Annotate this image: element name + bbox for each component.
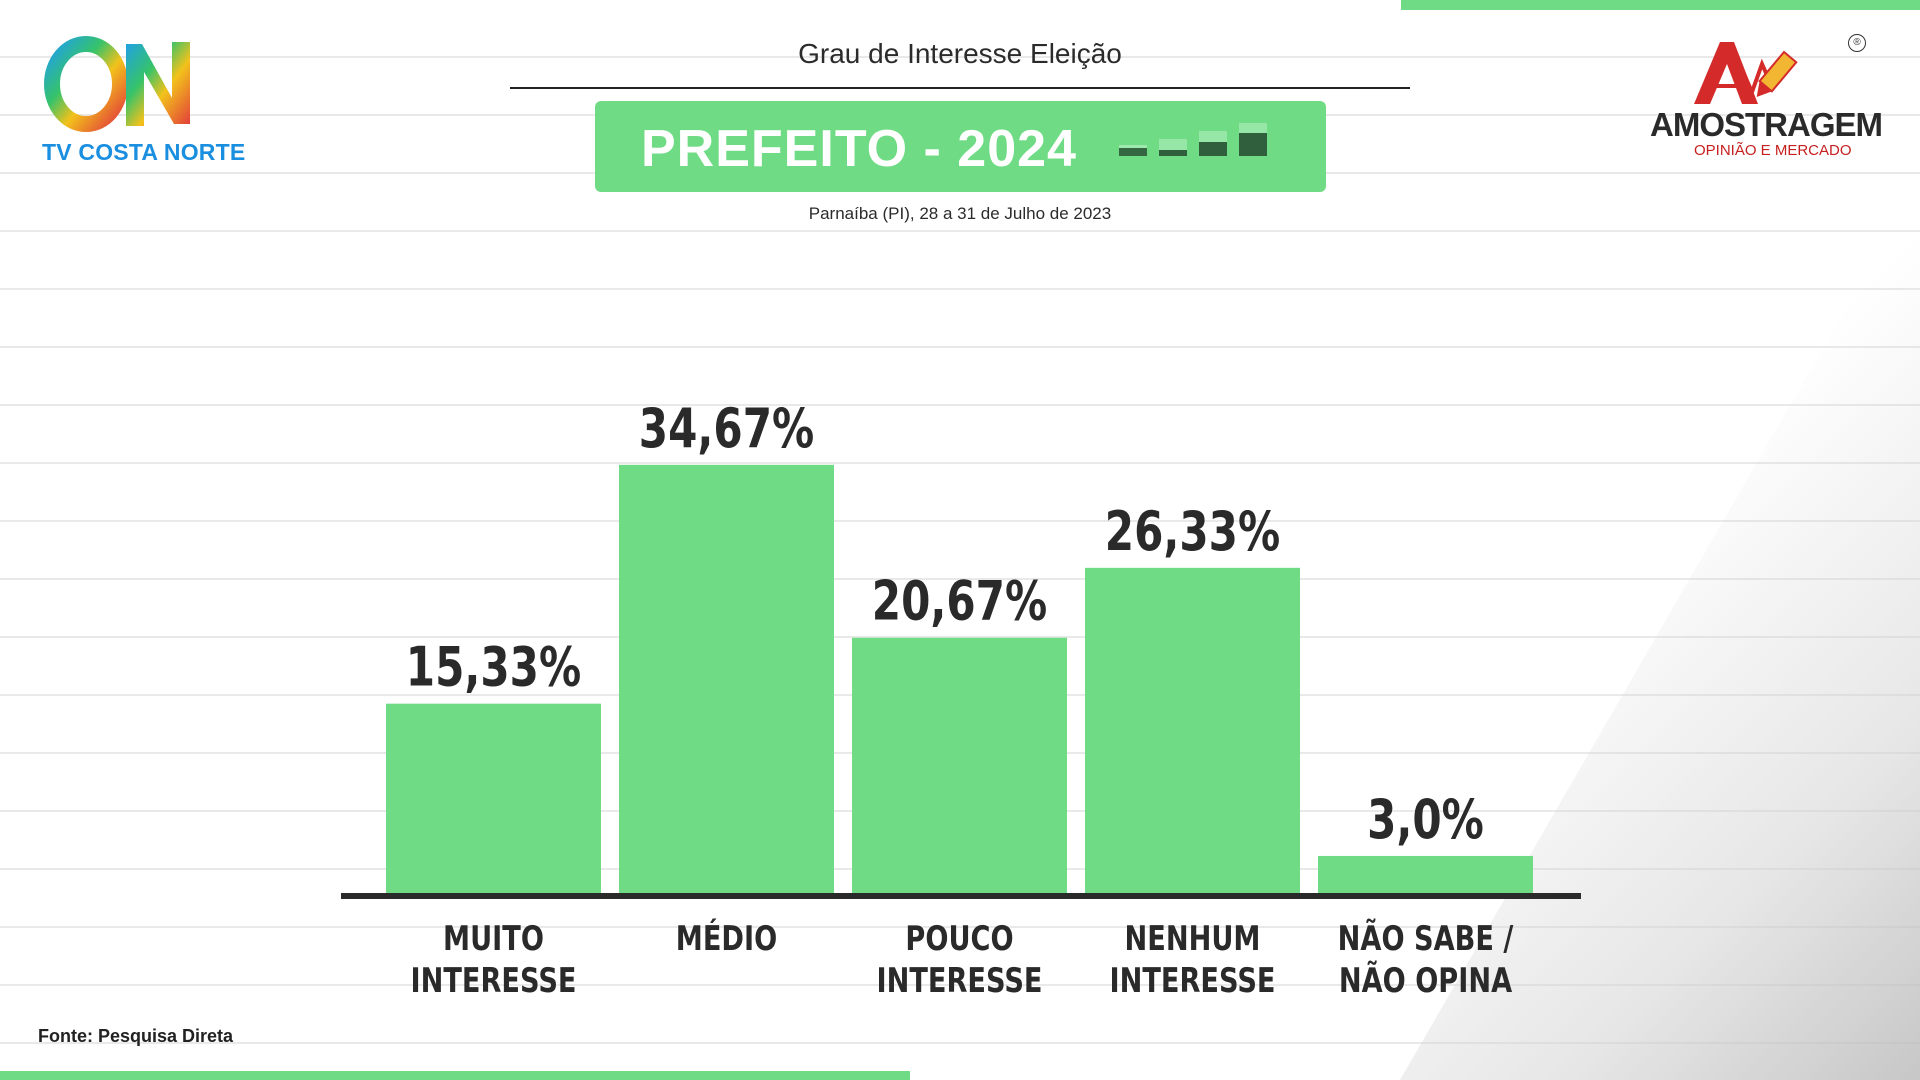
category-label-1-0: MÉDIO [676,919,777,959]
x-axis-line [341,893,1581,899]
amostragem-subtitle: OPINIÃO E MERCADO [1694,142,1852,159]
bar-4 [1318,855,1533,893]
banner: PREFEITO - 2024 [595,101,1326,192]
source-note: Fonte: Pesquisa Direta [38,1026,234,1046]
value-label-4: 3,0% [1367,789,1484,851]
bar-2 [852,637,1067,893]
amostragem-name: AMOSTRAGEM [1650,106,1883,143]
bar-3 [1085,567,1300,893]
banner-title: PREFEITO - 2024 [641,120,1077,178]
category-label-3-0: NENHUM [1125,919,1261,959]
registered-mark: ® [1848,34,1866,52]
title-divider [510,87,1410,89]
amostragem-logo: ® AMOSTRAGEM OPINIÃO E MERCADO [1640,34,1900,164]
category-label-0-0: MUITO [443,919,544,959]
category-label-2-0: POUCO [905,919,1013,959]
category-label-4-0: NÃO SABE / [1338,918,1514,959]
cn-logo-icon [44,36,190,132]
category-label-0-1: INTERESSE [411,961,577,1001]
value-label-0: 15,33% [406,637,581,699]
value-label-3: 26,33% [1105,501,1280,563]
chart-title: Grau de Interesse Eleição [798,38,1122,69]
category-label-4-1: NÃO OPINA [1339,960,1512,1001]
tv-costa-norte-text: TV COSTA NORTE [42,139,246,165]
value-label-2: 20,67% [872,571,1047,633]
bottom-accent-bar [0,1071,910,1080]
value-label-1: 34,67% [639,398,814,460]
category-label-2-1: INTERESSE [877,961,1043,1001]
bar-1 [619,464,834,893]
top-accent-bar [1401,0,1920,10]
chart-subtitle: Parnaíba (PI), 28 a 31 de Julho de 2023 [808,204,1112,223]
tv-costa-norte-logo: TV COSTA NORTE [38,36,268,166]
bar-steps-icon [1119,123,1267,156]
amostragem-mark-icon [1694,42,1798,104]
category-label-3-1: INTERESSE [1110,961,1276,1001]
bar-0 [386,703,601,893]
